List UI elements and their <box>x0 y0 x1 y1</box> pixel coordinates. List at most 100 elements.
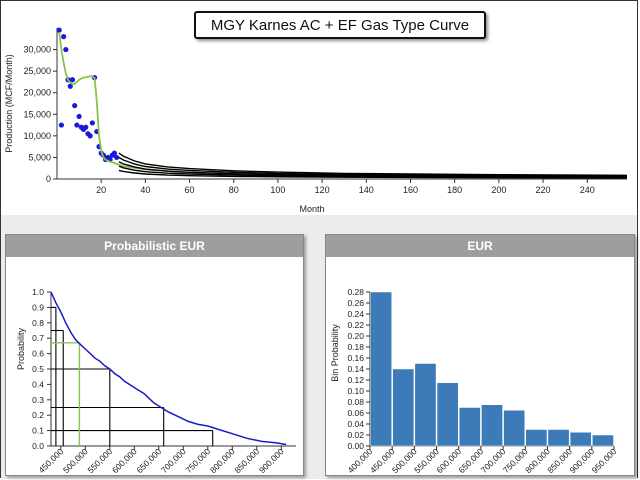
x-tick-label: 240 <box>580 185 595 195</box>
production-data-point <box>76 113 82 120</box>
eur-bar <box>392 368 415 447</box>
production-data-point <box>69 77 76 83</box>
type-curve-panel: MGY Karnes AC + EF Gas Type Curve 0 5,000… <box>1 1 637 215</box>
y-tick-label: 0.02 <box>347 430 364 440</box>
eur-bar <box>436 382 459 447</box>
y-tick-label: 5,000 <box>28 152 51 162</box>
production-data-point <box>56 27 62 33</box>
x-tick-label: 140 <box>359 185 374 195</box>
y-tick-label: 0.5 <box>32 364 44 374</box>
type-curve-title: MGY Karnes AC + EF Gas Type Curve <box>194 11 486 39</box>
y-tick-label: 0.1 <box>32 426 44 436</box>
x-axis-label: Month <box>299 204 324 214</box>
production-data-point <box>83 124 89 130</box>
y-tick-label: 0.22 <box>347 320 364 330</box>
probabilistic-eur-header: Probabilistic EUR <box>6 235 303 257</box>
eur-bar <box>547 429 570 447</box>
bottom-panels-area: Probabilistic EUR 0.0 0.1 0.2 0.3 0.4 0.5 0.6 0… <box>1 215 637 479</box>
y-tick-label: 0.2 <box>32 410 44 420</box>
x-tick-label: 80 <box>229 185 239 195</box>
y-tick-label: 0.7 <box>32 333 44 343</box>
y-tick-label: 0.26 <box>347 298 364 308</box>
eur-bar <box>525 429 548 447</box>
production-data-point <box>87 133 93 139</box>
y-axis-label: Production (MCF/Month) <box>4 54 14 153</box>
forecast-line <box>118 161 628 178</box>
x-tick-label: 220 <box>536 185 551 195</box>
eur-header: EUR <box>326 235 634 257</box>
y-axis-label: Bin Probability <box>330 324 340 382</box>
y-tick-label: 0.6 <box>32 349 44 359</box>
eur-bar <box>592 434 614 447</box>
y-tick-label: 0.8 <box>32 318 44 328</box>
production-data-point <box>74 122 80 128</box>
x-tick-label: 500,000 <box>61 446 90 475</box>
eur-bar <box>569 432 592 447</box>
y-tick-label: 0.06 <box>347 408 364 418</box>
y-tick-label: 0.10 <box>347 386 364 396</box>
eur-panel: EUR 0.00 0.02 0.04 0.06 0.08 0.10 0.12 0.14 0.16… <box>325 234 635 476</box>
x-tick-label: 750,000 <box>183 446 212 475</box>
y-axis-label: Probability <box>16 327 26 370</box>
x-tick-label: 120 <box>315 185 330 195</box>
production-data-point <box>114 154 120 161</box>
production-data-point <box>72 103 78 109</box>
y-tick-label: 0.08 <box>347 397 364 407</box>
production-data-point <box>67 83 73 89</box>
y-tick-label: 0.04 <box>347 419 364 429</box>
y-tick-label: 0.4 <box>32 379 44 389</box>
forecast-line <box>118 156 628 177</box>
probabilistic-eur-chart: 0.00.10.20.30.40.50.60.70.80.91.0450,000… <box>16 287 296 475</box>
y-tick-label: 15,000 <box>23 109 51 119</box>
x-tick-label: 800,000 <box>208 446 237 475</box>
probabilistic-eur-panel: Probabilistic EUR 0.0 0.1 0.2 0.3 0.4 0.5 0.6 0… <box>5 234 304 476</box>
x-tick-label: 20 <box>96 185 106 195</box>
eur-bar <box>503 410 526 447</box>
production-data-point <box>63 46 69 53</box>
x-tick-label: 160 <box>403 185 418 195</box>
eur-histogram-chart: 0.000.020.040.060.080.100.120.140.160.18… <box>330 287 619 475</box>
eur-bar <box>458 407 481 447</box>
y-tick-label: 0.24 <box>347 309 364 319</box>
y-tick-label: 20,000 <box>23 88 51 98</box>
x-tick-label: 60 <box>185 185 195 195</box>
x-tick-label: 550,000 <box>85 446 114 475</box>
x-tick-label: 600,000 <box>110 446 139 475</box>
production-data-point <box>61 34 67 40</box>
y-tick-label: 1.0 <box>32 287 44 297</box>
x-tick-label: 700,000 <box>159 446 188 475</box>
forecast-line <box>118 152 628 176</box>
y-tick-label: 0.14 <box>347 364 364 374</box>
exceedance-probability-line <box>50 291 287 446</box>
y-tick-label: 0 <box>46 174 51 184</box>
y-tick-label: 25,000 <box>23 66 51 76</box>
y-tick-label: 0.0 <box>32 441 44 451</box>
production-data-point <box>58 122 65 128</box>
eur-bar <box>481 404 503 447</box>
x-tick-label: 100 <box>270 185 285 195</box>
eur-bar <box>414 363 437 447</box>
x-tick-label: 650,000 <box>134 446 163 475</box>
x-tick-label: 950,000 <box>590 446 619 475</box>
type-curve-fit-line <box>58 32 628 179</box>
type-curve-chart: 0 5,000 10,000 15,000 20,000 25,000 30,000 20 40… <box>4 27 628 214</box>
x-tick-label: 200 <box>491 185 506 195</box>
x-tick-label: 40 <box>140 185 150 195</box>
y-tick-label: 0.00 <box>347 441 364 451</box>
y-tick-label: 0.12 <box>347 375 364 385</box>
eur-bar <box>370 291 392 447</box>
forecast-line <box>118 169 628 179</box>
y-tick-label: 0.20 <box>347 331 364 341</box>
y-tick-label: 0.16 <box>347 353 364 363</box>
x-tick-label: 850,000 <box>232 446 261 475</box>
x-tick-label: 900,000 <box>257 446 286 475</box>
y-tick-label: 0.3 <box>32 395 44 405</box>
y-tick-label: 0.9 <box>32 302 44 312</box>
y-tick-label: 30,000 <box>23 45 51 55</box>
y-tick-label: 10,000 <box>23 131 51 141</box>
production-data-point <box>89 120 95 126</box>
y-tick-label: 0.18 <box>347 342 364 352</box>
production-data-point <box>111 150 118 156</box>
y-tick-label: 0.28 <box>347 287 364 297</box>
x-tick-label: 180 <box>447 185 462 195</box>
